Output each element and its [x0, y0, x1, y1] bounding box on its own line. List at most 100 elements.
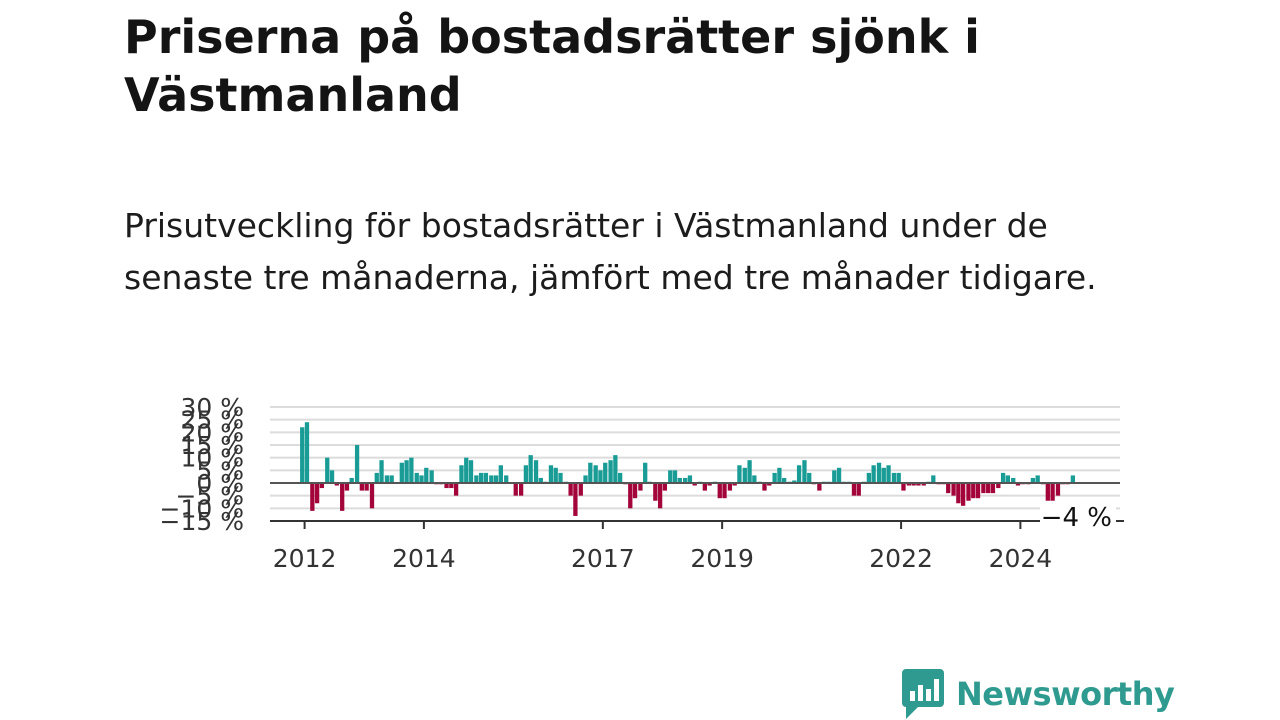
newsworthy-logo-icon	[902, 669, 944, 719]
bar	[946, 483, 951, 494]
price-change-chart: 30 %25 %20 %15 %10 %5 %0 %−5 %−10 %−15 %…	[160, 393, 1124, 573]
bar	[668, 470, 673, 483]
bar	[493, 475, 499, 483]
chart-subtitle: Prisutveckling för bostadsrätter i Västm…	[124, 206, 1097, 297]
bar	[732, 483, 737, 486]
x-tick-label: 2012	[273, 544, 337, 573]
bar	[528, 455, 533, 483]
annotation-label: −4 %	[1041, 503, 1112, 533]
bar	[593, 465, 598, 483]
bar	[419, 475, 424, 483]
bar	[414, 472, 419, 483]
bar	[951, 483, 956, 496]
bar	[329, 470, 335, 483]
bar	[707, 483, 712, 486]
y-tick-label: 15 %	[180, 431, 244, 460]
bar	[672, 470, 678, 483]
bar	[364, 483, 369, 491]
bar	[583, 475, 588, 483]
bar	[568, 483, 573, 496]
bar	[453, 483, 459, 496]
bar	[613, 455, 618, 483]
y-tick-label: −5 %	[175, 482, 244, 511]
bar	[986, 483, 991, 494]
bar	[1011, 477, 1016, 483]
bar	[588, 462, 593, 483]
bar	[300, 427, 305, 483]
bar	[886, 465, 891, 483]
bar	[1045, 483, 1050, 501]
bar	[871, 465, 876, 483]
bar	[340, 483, 345, 511]
bar	[304, 422, 310, 483]
bar	[468, 460, 474, 483]
bar	[742, 467, 747, 483]
bar	[851, 483, 857, 496]
brand-logo: Newsworthy	[902, 668, 1175, 720]
bar	[513, 483, 518, 496]
bar	[817, 483, 822, 491]
bar	[404, 460, 409, 483]
annotation-bg	[1040, 501, 1116, 531]
bar	[796, 465, 802, 483]
bar	[504, 475, 509, 483]
bar	[608, 460, 613, 483]
y-tick-label: 10 %	[180, 444, 244, 473]
bar	[737, 465, 742, 483]
bar	[314, 483, 320, 504]
bar	[960, 483, 966, 506]
bar	[523, 465, 529, 483]
bar	[573, 483, 578, 516]
bar	[354, 445, 360, 483]
bar	[891, 472, 897, 483]
bar	[553, 467, 558, 483]
x-tick-label: 2019	[690, 544, 754, 573]
bar	[424, 467, 429, 483]
bar	[911, 483, 916, 486]
bar	[489, 475, 494, 483]
bar	[692, 483, 697, 486]
bar	[931, 475, 936, 483]
bar	[856, 483, 861, 496]
bar	[836, 467, 842, 483]
bar	[379, 460, 384, 483]
bar	[643, 462, 648, 483]
y-tick-label: 25 %	[180, 406, 244, 435]
bar	[548, 465, 554, 483]
bar	[996, 483, 1001, 489]
bar	[558, 472, 563, 483]
chart-title: Priserna på bostadsrätter sjönk i Västma…	[124, 10, 980, 122]
y-tick-label: 5 %	[196, 456, 244, 485]
y-tick-label: 20 %	[180, 418, 244, 447]
bar	[956, 483, 961, 504]
bar	[777, 467, 782, 483]
bar	[1000, 472, 1006, 483]
bar	[310, 483, 315, 511]
bar	[981, 483, 986, 494]
bar	[792, 480, 797, 483]
bar	[906, 483, 911, 486]
bar	[533, 460, 539, 483]
x-tick-label: 2017	[571, 544, 635, 573]
bar	[399, 462, 404, 483]
bar	[1070, 475, 1076, 483]
bar	[876, 462, 882, 483]
bar	[483, 472, 489, 483]
y-tick-label: −10 %	[160, 494, 244, 523]
bar	[359, 483, 365, 491]
bar	[767, 483, 772, 486]
bar	[578, 483, 583, 496]
bar	[598, 470, 603, 483]
bar	[782, 477, 787, 483]
bar	[901, 483, 906, 491]
x-tick-label: 2024	[989, 544, 1053, 573]
bar	[896, 472, 901, 483]
bar	[727, 483, 733, 491]
bar	[687, 475, 693, 483]
bar	[409, 457, 414, 483]
bar	[1005, 475, 1011, 483]
bar	[657, 483, 663, 509]
bar	[374, 472, 379, 483]
bar	[966, 483, 971, 501]
bar	[702, 483, 707, 491]
